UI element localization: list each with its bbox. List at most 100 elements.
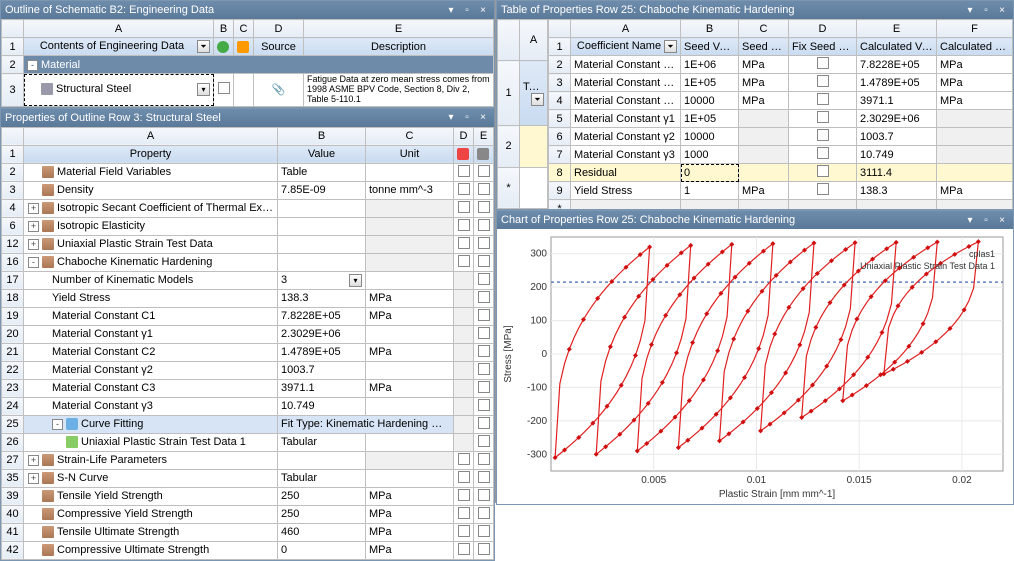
expand-icon[interactable]: + (28, 239, 39, 250)
checkbox[interactable] (478, 489, 490, 501)
source-link-icon[interactable]: 📎 (272, 84, 286, 96)
pin-icon[interactable]: ▾ (444, 111, 458, 125)
checkbox[interactable] (478, 363, 490, 375)
maximize-icon[interactable]: ▫ (979, 3, 993, 17)
checkbox[interactable] (478, 291, 490, 303)
prop-label[interactable]: Number of Kinematic Models (52, 274, 193, 286)
prop-label[interactable]: Material Field Variables (57, 166, 171, 178)
prop-label[interactable]: Material Constant C2 (52, 346, 155, 358)
checkbox[interactable] (478, 165, 490, 177)
include-checkbox[interactable] (218, 82, 230, 94)
prop-label[interactable]: Tensile Yield Strength (57, 490, 163, 502)
checkbox[interactable] (478, 507, 490, 519)
prop-label[interactable]: Isotropic Secant Coefficient of Thermal … (57, 202, 278, 214)
prop-label[interactable]: Tensile Ultimate Strength (57, 526, 179, 538)
checkbox[interactable] (478, 255, 490, 267)
prop-label[interactable]: S-N Curve (57, 472, 108, 484)
coef-grid[interactable]: ABCDEF 1Coefficient Name⏷Seed ValueSeed … (548, 19, 1013, 209)
fix-checkbox[interactable] (817, 129, 829, 141)
fix-checkbox[interactable] (817, 57, 829, 69)
checkbox[interactable] (458, 165, 470, 177)
dropdown-icon[interactable]: ▾ (197, 83, 210, 96)
prop-label[interactable]: Isotropic Elasticity (57, 220, 145, 232)
checkbox[interactable] (478, 327, 490, 339)
prop-label[interactable]: Density (57, 184, 94, 196)
prop-label[interactable]: Material Constant γ3 (52, 400, 153, 412)
maximize-icon[interactable]: ▫ (979, 213, 993, 227)
delete-icon[interactable] (457, 148, 469, 160)
checkbox[interactable] (458, 219, 470, 231)
filter-icon[interactable]: ⏷ (531, 93, 544, 106)
checkbox[interactable] (478, 201, 490, 213)
close-icon[interactable]: × (476, 111, 490, 125)
maximize-icon[interactable]: ▫ (460, 3, 474, 17)
expand-icon[interactable]: - (28, 257, 39, 268)
checkbox[interactable] (458, 453, 470, 465)
fix-checkbox[interactable] (817, 147, 829, 159)
checkbox[interactable] (478, 543, 490, 555)
checkbox[interactable] (478, 219, 490, 231)
checkbox[interactable] (478, 525, 490, 537)
checkbox[interactable] (478, 345, 490, 357)
param-icon[interactable] (477, 148, 489, 160)
temp-grid[interactable]: A 1Temperature⏷ 2 * (497, 19, 548, 209)
prop-label[interactable]: Chaboche Kinematic Hardening (57, 256, 212, 268)
checkbox[interactable] (458, 201, 470, 213)
checkbox[interactable] (478, 399, 490, 411)
suppress-icon[interactable] (237, 41, 249, 53)
prop-label[interactable]: Material Constant γ2 (52, 364, 153, 376)
prop-label[interactable]: Material Constant C1 (52, 310, 155, 322)
checkbox[interactable] (478, 309, 490, 321)
fix-checkbox[interactable] (817, 93, 829, 105)
prop-label[interactable]: Yield Stress (52, 292, 110, 304)
dropdown-icon[interactable]: ▾ (349, 274, 362, 287)
prop-label[interactable]: Material Constant γ1 (52, 328, 153, 340)
fix-checkbox[interactable] (817, 111, 829, 123)
checkbox[interactable] (458, 471, 470, 483)
checkbox[interactable] (458, 237, 470, 249)
material-group[interactable]: Material (41, 59, 80, 71)
fix-checkbox[interactable] (817, 183, 829, 195)
prop-label[interactable]: Compressive Yield Strength (57, 508, 193, 520)
checkbox[interactable] (478, 471, 490, 483)
expand-icon[interactable]: + (28, 221, 39, 232)
prop-label[interactable]: Material Constant C3 (52, 382, 155, 394)
expand-icon[interactable]: - (52, 419, 63, 430)
maximize-icon[interactable]: ▫ (460, 111, 474, 125)
close-icon[interactable]: × (476, 3, 490, 17)
checkbox[interactable] (458, 525, 470, 537)
outline-grid[interactable]: ABCDE 1 Contents of Engineering Data ⏷ S… (1, 19, 494, 107)
checkbox[interactable] (478, 417, 490, 429)
prop-label[interactable]: Uniaxial Plastic Strain Test Data 1 (81, 436, 246, 448)
checkbox[interactable] (458, 489, 470, 501)
pin-icon[interactable]: ▾ (444, 3, 458, 17)
expand-icon[interactable]: + (28, 203, 39, 214)
checkbox[interactable] (478, 237, 490, 249)
filter-icon[interactable]: ⏷ (197, 40, 210, 53)
prop-label[interactable]: Strain-Life Parameters (57, 454, 167, 466)
checkbox[interactable] (478, 381, 490, 393)
checkbox[interactable] (458, 507, 470, 519)
include-icon[interactable] (217, 41, 229, 53)
checkbox[interactable] (478, 273, 490, 285)
prop-label[interactable]: Uniaxial Plastic Strain Test Data (57, 238, 213, 250)
close-icon[interactable]: × (995, 213, 1009, 227)
prop-label[interactable]: Compressive Ultimate Strength (57, 544, 209, 556)
checkbox[interactable] (458, 543, 470, 555)
expand-icon[interactable]: + (28, 455, 39, 466)
fix-checkbox[interactable] (817, 75, 829, 87)
checkbox[interactable] (458, 255, 470, 267)
checkbox[interactable] (478, 183, 490, 195)
checkbox[interactable] (478, 453, 490, 465)
expand-icon[interactable]: + (28, 473, 39, 484)
close-icon[interactable]: × (995, 3, 1009, 17)
prop-label[interactable]: Curve Fitting (81, 418, 143, 430)
props-grid[interactable]: ABCDE 1PropertyValueUnit 2Material Field… (1, 127, 494, 560)
checkbox[interactable] (458, 183, 470, 195)
expand-icon[interactable]: - (27, 60, 38, 71)
pin-icon[interactable]: ▾ (963, 3, 977, 17)
checkbox[interactable] (478, 435, 490, 447)
structural-steel[interactable]: Structural Steel (56, 83, 131, 95)
pin-icon[interactable]: ▾ (963, 213, 977, 227)
filter-icon[interactable]: ⏷ (664, 40, 677, 53)
